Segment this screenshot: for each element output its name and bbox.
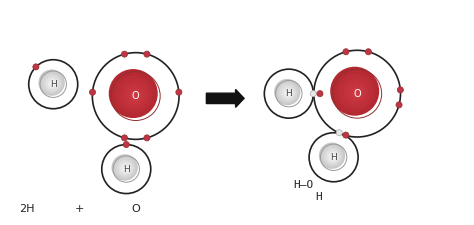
- Circle shape: [274, 79, 301, 105]
- Circle shape: [124, 167, 128, 171]
- Circle shape: [51, 82, 55, 86]
- Circle shape: [121, 51, 128, 57]
- Text: H: H: [50, 80, 56, 89]
- Circle shape: [44, 75, 61, 92]
- Circle shape: [332, 155, 335, 159]
- Circle shape: [123, 165, 129, 172]
- Circle shape: [126, 86, 144, 104]
- Circle shape: [321, 144, 344, 167]
- Circle shape: [287, 92, 290, 95]
- Circle shape: [354, 90, 360, 96]
- Circle shape: [112, 72, 155, 115]
- Circle shape: [48, 79, 57, 89]
- Circle shape: [42, 73, 62, 93]
- Circle shape: [326, 150, 339, 163]
- Text: O: O: [131, 204, 140, 214]
- Circle shape: [40, 71, 64, 94]
- Circle shape: [285, 90, 292, 97]
- Circle shape: [117, 160, 134, 176]
- Circle shape: [109, 69, 158, 118]
- Circle shape: [283, 88, 293, 98]
- Circle shape: [111, 154, 138, 181]
- Circle shape: [119, 79, 149, 110]
- Circle shape: [144, 51, 150, 57]
- Circle shape: [122, 83, 147, 107]
- Text: 2H: 2H: [19, 204, 35, 214]
- FancyArrow shape: [206, 89, 244, 107]
- Circle shape: [336, 130, 342, 136]
- Circle shape: [340, 77, 371, 107]
- Circle shape: [319, 142, 345, 169]
- Circle shape: [282, 86, 295, 99]
- Circle shape: [343, 132, 349, 138]
- Circle shape: [343, 49, 349, 55]
- Circle shape: [113, 156, 137, 179]
- Circle shape: [347, 83, 365, 102]
- Text: O: O: [132, 91, 139, 101]
- Text: H: H: [123, 164, 129, 173]
- Circle shape: [328, 152, 338, 162]
- Circle shape: [280, 84, 296, 101]
- Text: H—O: H—O: [293, 180, 314, 190]
- Text: H: H: [330, 153, 337, 162]
- Circle shape: [115, 158, 135, 178]
- Text: H: H: [315, 192, 321, 202]
- Circle shape: [334, 70, 376, 113]
- Circle shape: [397, 87, 403, 93]
- Circle shape: [310, 91, 317, 97]
- Circle shape: [90, 89, 96, 95]
- Circle shape: [330, 154, 337, 160]
- Circle shape: [46, 77, 59, 90]
- Circle shape: [322, 146, 342, 166]
- Circle shape: [49, 81, 56, 87]
- Circle shape: [337, 73, 374, 110]
- Text: H: H: [285, 89, 292, 98]
- Text: +: +: [74, 204, 84, 214]
- Circle shape: [144, 135, 150, 141]
- Circle shape: [330, 67, 379, 116]
- Circle shape: [176, 89, 182, 95]
- Circle shape: [365, 49, 372, 55]
- Circle shape: [276, 81, 299, 104]
- Circle shape: [350, 87, 363, 99]
- Circle shape: [317, 91, 323, 97]
- Circle shape: [33, 64, 39, 70]
- Circle shape: [344, 80, 368, 105]
- Circle shape: [324, 148, 341, 164]
- Circle shape: [121, 135, 128, 141]
- Circle shape: [132, 93, 138, 99]
- Text: O: O: [353, 89, 361, 99]
- Circle shape: [119, 162, 132, 175]
- Circle shape: [121, 164, 131, 173]
- Circle shape: [129, 89, 141, 101]
- Circle shape: [116, 76, 152, 112]
- Circle shape: [278, 83, 298, 102]
- Circle shape: [396, 102, 402, 108]
- Circle shape: [38, 70, 65, 96]
- Circle shape: [123, 142, 129, 148]
